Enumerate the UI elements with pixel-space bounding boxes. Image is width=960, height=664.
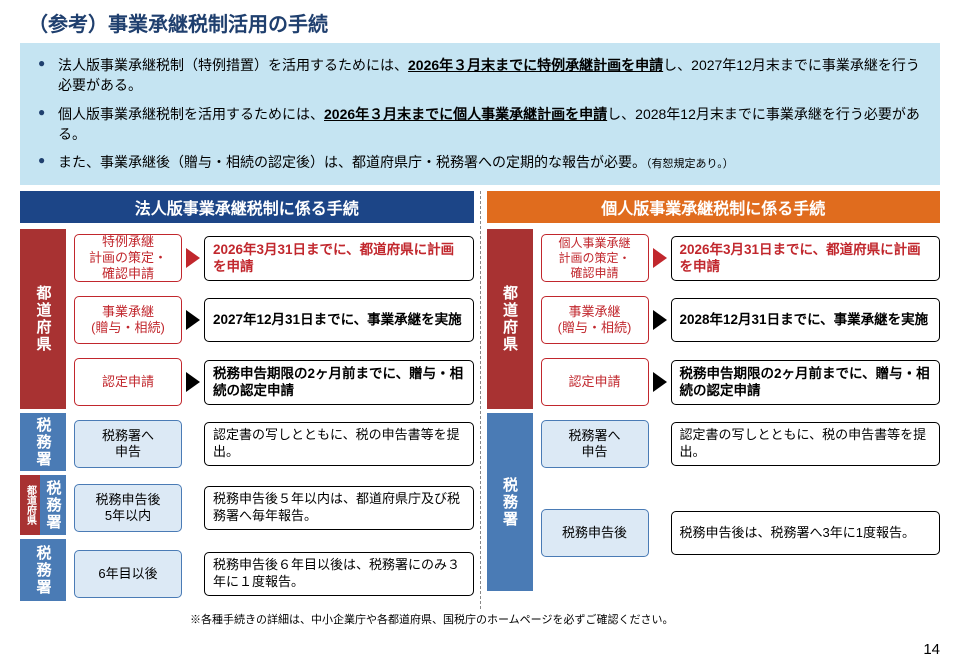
arrow-icon [186,372,200,392]
step-desc: 2028年12月31日までに、事業承継を実施 [671,298,941,342]
vlabel-tax: 税務署 [487,413,533,591]
info-bullet-1: 法人版事業承継税制（特例措置）を活用するためには、2026年３月末までに特例承継… [34,51,926,100]
info-bullet-2: 個人版事業承継税制を活用するためには、2026年３月末までに個人事業承継計画を申… [34,100,926,149]
step-desc: 2026年3月31日までに、都道府県に計画を申請 [204,236,474,281]
step-desc: 2027年12月31日までに、事業承継を実施 [204,298,474,342]
right-column: 個人版事業承継税制に係る手続 都道府県 税務署 個人事業承継 計画の策定・ 確認… [480,191,941,609]
step-desc: 税務申告後５年以内は、都道府県庁及び税務署へ毎年報告。 [204,486,474,530]
step-box: 個人事業承継 計画の策定・ 確認申請 [541,234,649,282]
vlabel-pref: 都道府県 [20,229,66,409]
step-desc: 税務申告後は、税務署へ3年に1度報告。 [671,511,941,555]
arrow-icon [653,310,667,330]
left-vlabels: 都道府県 税務署 都道府県 税務署 税務署 [20,229,66,609]
page-number: 14 [923,641,940,658]
page-title: （参考）事業承継税制活用の手続 [0,0,960,43]
step-desc: 税務申告後６年目以後は、税務署にのみ３年に１度報告。 [204,552,474,596]
left-steps: 特例承継 計画の策定・ 確認申請 2026年3月31日までに、都道府県に計画を申… [66,229,474,609]
arrow-icon [186,248,200,268]
step-box: 認定申請 [74,358,182,406]
info-bullet-3: また、事業承継後（贈与・相続の認定後）は、都道府県庁・税務署への定期的な報告が必… [34,148,926,177]
step-desc: 認定書の写しとともに、税の申告書等を提出。 [204,422,474,466]
left-column: 法人版事業承継税制に係る手続 都道府県 税務署 都道府県 税務署 税務署 特例承… [20,191,480,609]
vlabel-pref: 都道府県 [487,229,533,409]
step-desc: 税務申告期限の2ヶ月前までに、贈与・相続の認定申請 [671,360,941,405]
step-desc: 税務申告期限の2ヶ月前までに、贈与・相続の認定申請 [204,360,474,405]
step-desc: 2026年3月31日までに、都道府県に計画を申請 [671,236,941,281]
step-box: 特例承継 計画の策定・ 確認申請 [74,234,182,282]
vlabel-tax-3: 税務署 [20,539,66,601]
footnote: ※各種手続きの詳細は、中小企業庁や各都道府県、国税庁のホームページを必ずご確認く… [0,609,960,627]
vlabel-tax-2: 税務署 [40,475,66,535]
arrow-icon [186,310,200,330]
arrow-icon [653,372,667,392]
right-vlabels: 都道府県 税務署 [487,229,533,595]
step-box: 税務申告後 5年以内 [74,484,182,532]
vlabel-tax-1: 税務署 [20,413,66,471]
step-box: 事業承継 (贈与・相続) [541,296,649,344]
step-box: 税務署へ 申告 [541,420,649,468]
step-box: 6年目以後 [74,550,182,598]
arrow-icon [653,248,667,268]
left-header: 法人版事業承継税制に係る手続 [20,191,474,223]
step-box: 税務申告後 [541,509,649,557]
right-header: 個人版事業承継税制に係る手続 [487,191,941,223]
step-desc: 認定書の写しとともに、税の申告書等を提出。 [671,422,941,466]
right-steps: 個人事業承継 計画の策定・ 確認申請 2026年3月31日までに、都道府県に計画… [533,229,941,595]
step-box: 認定申請 [541,358,649,406]
info-box: 法人版事業承継税制（特例措置）を活用するためには、2026年３月末までに特例承継… [20,43,940,185]
vlabel-pref-small: 都道府県 [20,475,40,535]
columns: 法人版事業承継税制に係る手続 都道府県 税務署 都道府県 税務署 税務署 特例承… [0,191,960,609]
step-box: 事業承継 (贈与・相続) [74,296,182,344]
step-box: 税務署へ 申告 [74,420,182,468]
